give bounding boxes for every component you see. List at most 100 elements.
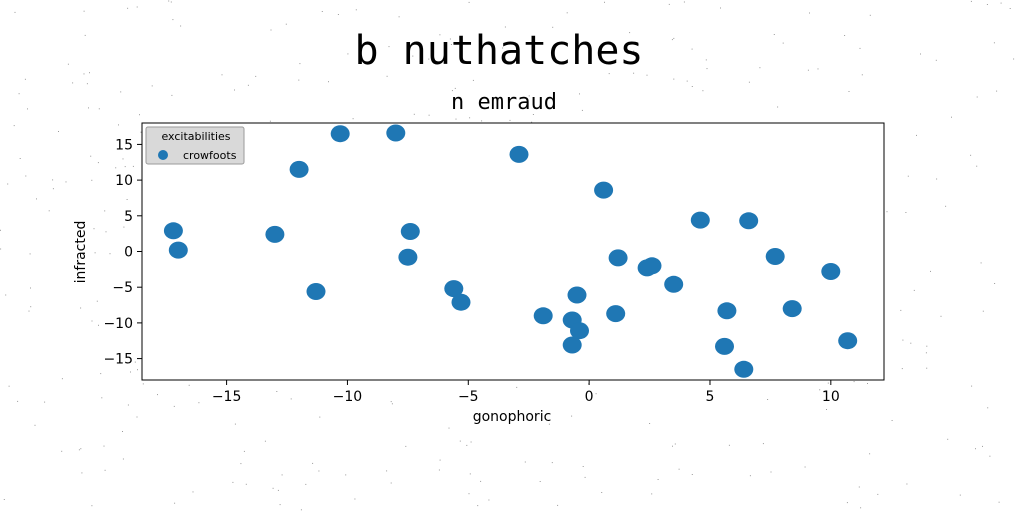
speckle-dot (127, 404, 129, 406)
speckle-dot (524, 461, 526, 463)
speckle-dot (728, 444, 730, 446)
speckle-dot (140, 131, 142, 133)
speckle-dot (188, 384, 190, 386)
speckle-dot (633, 72, 635, 74)
speckle-dot (58, 131, 59, 132)
speckle-dot (450, 44, 452, 45)
speckle-dot (5, 294, 7, 296)
speckle-dot (61, 378, 63, 380)
speckle-dot (173, 405, 175, 407)
speckle-dot (551, 462, 553, 464)
speckle-dot (247, 84, 249, 86)
data-point (386, 124, 406, 142)
speckle-dot (454, 87, 456, 89)
speckle-dot (232, 481, 234, 483)
speckle-dot (480, 480, 482, 482)
speckle-dot (702, 90, 704, 92)
speckle-dot (94, 252, 96, 254)
speckle-dot (532, 114, 534, 115)
speckle-dot (516, 386, 518, 388)
speckle-dot (906, 483, 908, 485)
speckle-dot (777, 106, 779, 108)
speckle-dot (826, 409, 827, 410)
speckle-dot (748, 81, 750, 83)
speckle-dot (105, 231, 107, 233)
data-points (163, 124, 858, 378)
speckle-dot (318, 470, 320, 472)
speckle-dot (886, 211, 888, 213)
speckle-dot (470, 441, 472, 443)
speckle-dot (168, 0, 170, 2)
data-point (782, 300, 802, 318)
data-point (608, 249, 628, 267)
speckle-dot (509, 119, 511, 121)
speckle-dot (819, 389, 821, 391)
speckle-dot (277, 489, 279, 491)
data-point (306, 283, 326, 300)
data-point (567, 286, 587, 304)
speckle-dot (466, 444, 468, 446)
speckle-dot (386, 75, 388, 77)
speckle-dot (637, 44, 639, 45)
speckle-dot (773, 34, 775, 35)
speckle-dot (945, 205, 947, 207)
speckle-dot (328, 81, 329, 83)
speckle-dot (83, 73, 85, 75)
speckle-dot (683, 1, 685, 3)
speckle-dot (30, 306, 32, 308)
speckle-dot (17, 400, 19, 402)
speckle-dot (240, 463, 242, 465)
data-point (715, 337, 734, 355)
speckle-dot (243, 450, 245, 452)
speckle-dot (118, 124, 119, 126)
speckle-dot (28, 310, 30, 312)
speckle-dot (0, 248, 2, 250)
speckle-dot (171, 94, 173, 96)
speckle-dot (65, 181, 67, 183)
speckle-dot (96, 300, 98, 302)
speckle-dot (782, 42, 784, 44)
speckle-dot (101, 397, 103, 399)
plot-area (141, 122, 885, 381)
speckle-dot (982, 445, 983, 447)
speckle-dot (993, 42, 995, 44)
data-point (664, 275, 684, 293)
speckle-dot (1009, 8, 1011, 9)
speckle-dot (672, 445, 673, 447)
speckle-dot (674, 443, 676, 445)
speckle-dot (80, 448, 82, 450)
speckle-dot (137, 369, 138, 371)
speckle-dot (269, 120, 271, 122)
y-tick-label: 5 (124, 209, 133, 225)
speckle-dot (706, 68, 708, 70)
speckle-dot (531, 121, 533, 123)
speckle-dot (276, 391, 278, 392)
data-point (451, 293, 471, 311)
speckle-dot (582, 466, 584, 467)
data-point (509, 145, 529, 163)
speckle-dot (468, 1, 470, 3)
speckle-dot (298, 79, 300, 81)
speckle-dot (312, 462, 314, 464)
speckle-dot (180, 25, 182, 27)
x-tick-label: 10 (822, 389, 840, 405)
speckle-dot (126, 199, 128, 200)
speckle-dot (673, 78, 675, 80)
speckle-dot (98, 108, 100, 110)
speckle-dot (3, 499, 5, 500)
speckle-dot (998, 501, 1000, 503)
speckle-dot (245, 483, 247, 485)
x-tick-label: −5 (458, 389, 479, 405)
speckle-dot (901, 368, 903, 370)
data-point (289, 160, 309, 178)
speckle-dot (905, 212, 907, 213)
speckle-dot (951, 116, 952, 118)
x-tick-label: −10 (333, 389, 363, 405)
speckle-dot (624, 60, 626, 62)
speckle-dot (386, 470, 388, 472)
data-point (739, 212, 759, 230)
speckle-dot (98, 324, 99, 326)
speckle-dot (976, 165, 978, 167)
y-tick-label: −5 (112, 280, 133, 296)
